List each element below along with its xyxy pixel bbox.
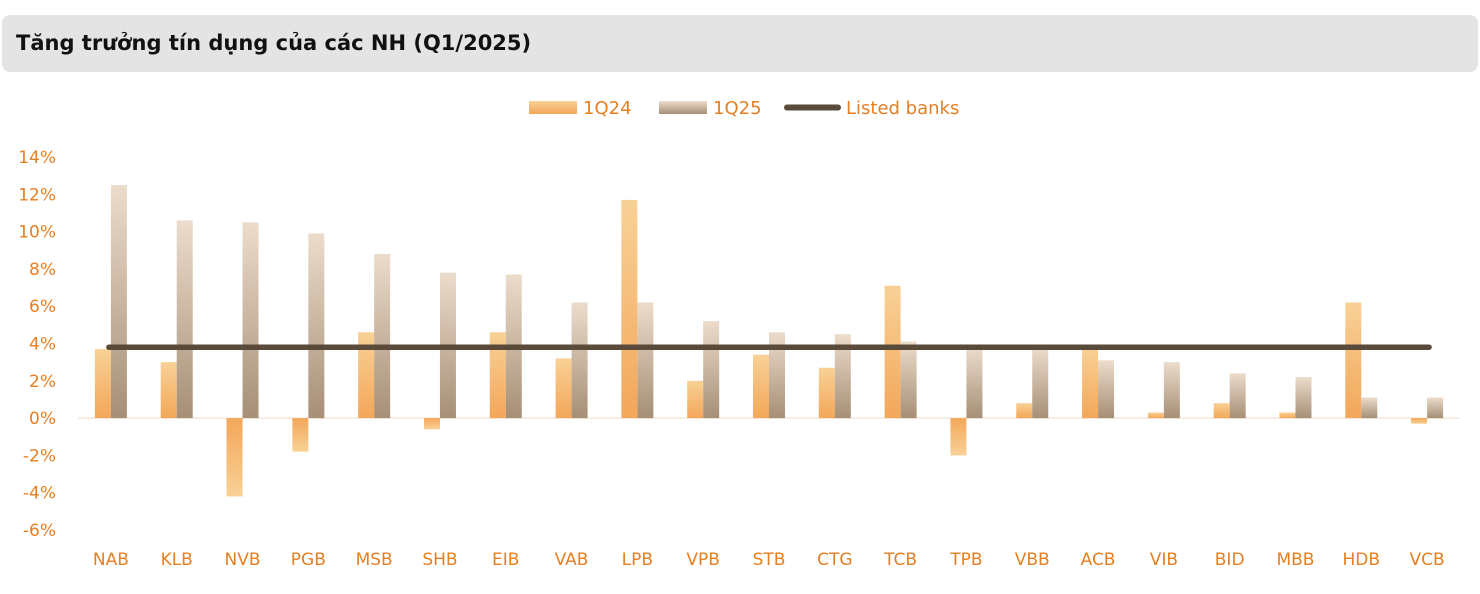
bar-1q25-pgb xyxy=(308,233,325,419)
bar-1q24-vib xyxy=(1147,412,1164,419)
bar-1q24-klb xyxy=(160,362,177,419)
legend-label-listed-banks: Listed banks xyxy=(846,98,959,119)
x-tick-label-nvb: NVB xyxy=(225,550,261,570)
bar-1q25-nvb xyxy=(242,222,259,419)
bar-1q24-nab xyxy=(94,349,111,419)
legend-swatch-1q25 xyxy=(659,101,707,114)
y-tick-label: 8% xyxy=(29,260,56,280)
bar-1q24-acb xyxy=(1082,347,1099,419)
bar-1q25-nab xyxy=(110,184,127,419)
bar-1q24-bid xyxy=(1213,403,1230,419)
bar-1q25-tcb xyxy=(900,341,917,419)
bar-1q25-lpb xyxy=(637,302,654,419)
x-tick-label-acb: ACB xyxy=(1081,550,1116,570)
x-tick-label-vib: VIB xyxy=(1150,550,1178,570)
legend-swatch-1q24 xyxy=(529,101,577,114)
x-tick-label-msb: MSB xyxy=(356,550,393,570)
bar-1q24-tpb xyxy=(950,418,967,456)
bar-1q24-nvb xyxy=(226,418,243,497)
bar-1q25-acb xyxy=(1098,360,1115,419)
x-tick-label-eib: EIB xyxy=(492,550,519,570)
bar-1q24-mbb xyxy=(1279,412,1296,419)
bar-1q25-vib xyxy=(1163,362,1180,419)
bar-1q25-tpb xyxy=(966,347,983,419)
bar-1q25-ctg xyxy=(834,334,851,419)
legend-label-1q24: 1Q24 xyxy=(583,98,632,119)
y-tick-label: 12% xyxy=(18,185,56,205)
x-tick-label-pgb: PGB xyxy=(291,550,326,570)
x-tick-label-shb: SHB xyxy=(422,550,457,570)
title-bar: Tăng trưởng tín dụng của các NH (Q1/2025… xyxy=(2,15,1478,72)
page-title: Tăng trưởng tín dụng của các NH (Q1/2025… xyxy=(16,31,532,55)
y-tick-label: 2% xyxy=(29,372,56,392)
bar-1q25-bid xyxy=(1229,373,1246,419)
y-tick-label: -2% xyxy=(23,446,56,466)
y-tick-label: -4% xyxy=(23,484,56,504)
x-tick-label-klb: KLB xyxy=(161,550,193,570)
y-tick-label: 6% xyxy=(29,297,56,317)
y-tick-label: 0% xyxy=(29,409,56,429)
bar-1q24-stb xyxy=(753,354,769,419)
bar-1q25-hdb xyxy=(1361,397,1378,419)
x-tick-label-vbb: VBB xyxy=(1015,550,1050,570)
bar-1q24-vab xyxy=(555,358,572,419)
x-tick-label-mbb: MBB xyxy=(1276,550,1314,570)
x-tick-label-hdb: HDB xyxy=(1343,550,1381,570)
bar-1q24-tcb xyxy=(884,285,901,419)
bar-1q25-stb xyxy=(769,332,785,419)
x-tick-label-stb: STB xyxy=(753,550,786,570)
x-tick-label-vpb: VPB xyxy=(686,550,720,570)
x-tick-label-lpb: LPB xyxy=(622,550,653,570)
bar-1q25-vcb xyxy=(1427,397,1444,419)
y-tick-label: -6% xyxy=(23,521,56,541)
x-tick-label-tpb: TPB xyxy=(949,550,982,570)
bar-1q24-ctg xyxy=(818,367,835,419)
x-tick-label-tcb: TCB xyxy=(883,550,917,570)
legend-label-1q25: 1Q25 xyxy=(713,98,762,119)
y-axis: 14% 12% 10% 8% 6% 4% 2% 0% -2% -4% -6% xyxy=(18,148,56,541)
bar-1q24-vbb xyxy=(1016,403,1033,419)
bar-1q24-lpb xyxy=(621,199,638,419)
bar-1q25-klb xyxy=(176,220,193,419)
bar-1q25-vpb xyxy=(703,321,720,419)
bar-1q24-eib xyxy=(489,332,506,419)
bar-1q25-msb xyxy=(374,253,391,419)
bar-1q24-vcb xyxy=(1411,418,1428,424)
bar-1q24-vpb xyxy=(687,380,704,419)
x-tick-label-vab: VAB xyxy=(555,550,589,570)
legend: 1Q24 1Q25 Listed banks xyxy=(529,98,959,119)
x-tick-label-bid: BID xyxy=(1215,550,1245,570)
y-tick-label: 10% xyxy=(18,223,56,243)
bar-1q24-msb xyxy=(358,332,375,419)
x-axis: NAB KLB NVB PGB MSB SHB EIB VAB LPB VPB STB CTG TCB T… xyxy=(93,550,1445,570)
bar-1q24-hdb xyxy=(1345,302,1362,419)
bar-1q25-vbb xyxy=(1032,347,1049,419)
y-tick-label: 4% xyxy=(29,335,56,355)
bar-1q24-shb xyxy=(423,418,440,430)
bar-1q24-pgb xyxy=(292,418,309,452)
x-tick-label-nab: NAB xyxy=(93,550,129,570)
bar-1q25-mbb xyxy=(1295,377,1312,419)
x-tick-label-vcb: VCB xyxy=(1410,550,1445,570)
bars-group xyxy=(94,184,1444,497)
x-tick-label-ctg: CTG xyxy=(817,550,852,570)
y-tick-label: 14% xyxy=(18,148,56,168)
bar-1q25-vab xyxy=(571,302,588,419)
